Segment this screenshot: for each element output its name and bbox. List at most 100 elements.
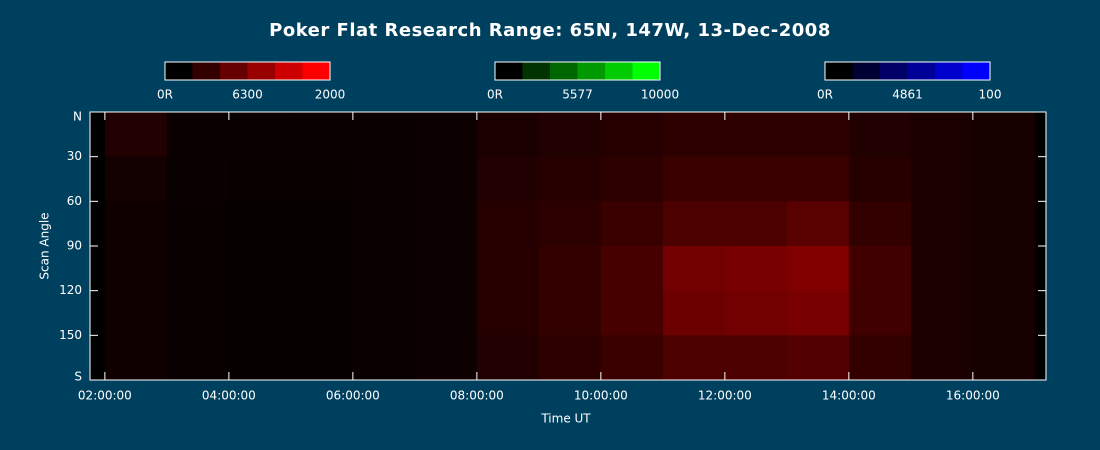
heatmap-cell bbox=[910, 156, 974, 202]
colorbar-segment bbox=[522, 62, 551, 80]
colorbar-segment bbox=[605, 62, 633, 80]
heatmap-cell bbox=[848, 246, 912, 292]
colorbar-segment bbox=[962, 62, 991, 80]
x-tick-label: 10:00:00 bbox=[574, 389, 628, 403]
x-tick-label: 04:00:00 bbox=[202, 389, 256, 403]
x-tick-label: 06:00:00 bbox=[326, 389, 380, 403]
heatmap-cell bbox=[476, 335, 540, 381]
heatmap-cell bbox=[662, 201, 726, 247]
colorbar-segment bbox=[275, 62, 303, 80]
heatmap-cell bbox=[166, 112, 230, 158]
heatmap-cell bbox=[228, 156, 292, 202]
colorbar-segment bbox=[632, 62, 661, 80]
y-tick-label: 30 bbox=[67, 149, 82, 163]
colorbar-tick-label: 100 bbox=[979, 88, 1002, 102]
heatmap-cell bbox=[600, 156, 664, 202]
y-tick-label: 60 bbox=[67, 194, 82, 208]
heatmap-cell bbox=[848, 112, 912, 158]
heatmap-cell bbox=[786, 246, 850, 292]
heatmap-cell bbox=[538, 290, 602, 336]
heatmap-cell bbox=[910, 290, 974, 336]
heatmap-cell bbox=[538, 201, 602, 247]
heatmap-cell bbox=[972, 156, 1036, 202]
heatmap-cell bbox=[228, 201, 292, 247]
colorbar-segment bbox=[880, 62, 908, 80]
colorbar-segment bbox=[192, 62, 221, 80]
colorbar-segment bbox=[550, 62, 578, 80]
heatmap-cell bbox=[724, 156, 788, 202]
colorbar-segment bbox=[165, 62, 193, 80]
heatmap-cell bbox=[166, 335, 230, 381]
heatmap-cell bbox=[414, 335, 478, 381]
heatmap-cell bbox=[476, 156, 540, 202]
colorbar-segment bbox=[825, 62, 853, 80]
heatmap-cell bbox=[972, 335, 1036, 381]
heatmap-cell bbox=[662, 290, 726, 336]
heatmap-cell bbox=[414, 112, 478, 158]
colorbar-segment bbox=[247, 62, 276, 80]
heatmap-cell bbox=[352, 156, 416, 202]
heatmap-cell bbox=[600, 201, 664, 247]
heatmap bbox=[90, 112, 1046, 381]
heatmap-cell bbox=[600, 246, 664, 292]
heatmap-cell bbox=[662, 335, 726, 381]
heatmap-cell bbox=[662, 112, 726, 158]
heatmap-cell bbox=[290, 335, 354, 381]
heatmap-cell bbox=[538, 246, 602, 292]
heatmap-cell bbox=[228, 290, 292, 336]
heatmap-cell bbox=[166, 290, 230, 336]
colorbar-frame bbox=[164, 61, 331, 81]
heatmap-cell bbox=[104, 290, 168, 336]
heatmap-cell bbox=[600, 290, 664, 336]
heatmap-cell bbox=[228, 246, 292, 292]
heatmap-cell bbox=[848, 201, 912, 247]
heatmap-cell bbox=[786, 290, 850, 336]
heatmap-cell bbox=[414, 246, 478, 292]
heatmap-cell bbox=[476, 201, 540, 247]
heatmap-cell bbox=[910, 246, 974, 292]
y-tick-label: N bbox=[73, 110, 82, 124]
heatmap-cell bbox=[538, 112, 602, 158]
heatmap-cell bbox=[476, 246, 540, 292]
heatmap-cell bbox=[724, 201, 788, 247]
y-tick-label: 150 bbox=[59, 328, 82, 342]
colorbar-frame bbox=[494, 61, 661, 81]
heatmap-cell bbox=[910, 112, 974, 158]
y-tick-label: 120 bbox=[59, 283, 82, 297]
chart-title: Poker Flat Research Range: 65N, 147W, 13… bbox=[269, 20, 831, 41]
heatmap-cell bbox=[228, 335, 292, 381]
heatmap-cell bbox=[104, 335, 168, 381]
heatmap-cell bbox=[662, 246, 726, 292]
colorbar-frame bbox=[824, 61, 991, 81]
heatmap-cell bbox=[414, 290, 478, 336]
heatmap-cell bbox=[600, 335, 664, 381]
heatmap-cell bbox=[290, 201, 354, 247]
heatmap-cell bbox=[352, 335, 416, 381]
heatmap-cell bbox=[290, 246, 354, 292]
heatmap-cell bbox=[166, 201, 230, 247]
heatmap-cell bbox=[972, 246, 1036, 292]
x-axis-label: Time UT bbox=[540, 412, 591, 426]
heatmap-cell bbox=[290, 156, 354, 202]
colorbar-segment bbox=[907, 62, 936, 80]
heatmap-cell bbox=[662, 156, 726, 202]
colorbar-segment bbox=[302, 62, 331, 80]
heatmap-cell bbox=[228, 112, 292, 158]
heatmap-cell bbox=[972, 201, 1036, 247]
heatmap-cell bbox=[538, 335, 602, 381]
colorbar-name: 4861 bbox=[892, 88, 923, 102]
colorbar-segment bbox=[577, 62, 606, 80]
heatmap-cell bbox=[786, 112, 850, 158]
x-tick-label: 14:00:00 bbox=[822, 389, 876, 403]
x-tick-label: 08:00:00 bbox=[450, 389, 504, 403]
colorbar-tick-label: 0R bbox=[157, 88, 173, 102]
y-tick-label: 90 bbox=[67, 239, 82, 253]
colorbar-tick-label: 2000 bbox=[315, 88, 346, 102]
heatmap-cell bbox=[352, 201, 416, 247]
heatmap-cell bbox=[972, 112, 1036, 158]
heatmap-cell bbox=[848, 290, 912, 336]
heatmap-cell bbox=[848, 335, 912, 381]
heatmap-cell bbox=[724, 290, 788, 336]
heatmap-cell bbox=[290, 112, 354, 158]
colorbar-segment bbox=[852, 62, 881, 80]
